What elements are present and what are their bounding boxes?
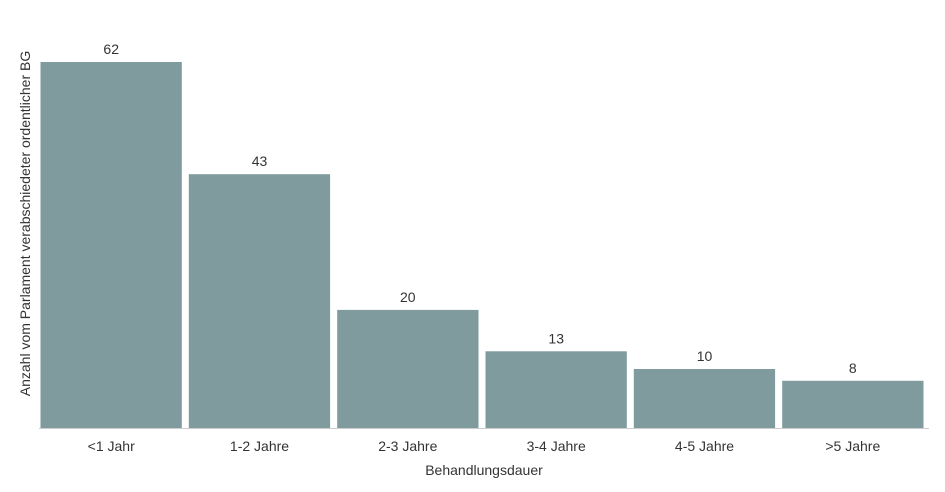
bar bbox=[40, 62, 182, 428]
bar bbox=[633, 369, 776, 428]
bar-value-label: 20 bbox=[400, 289, 416, 305]
bar bbox=[337, 309, 479, 428]
bar-value-label: 10 bbox=[697, 348, 713, 364]
bar bbox=[485, 351, 627, 428]
x-tick-label: >5 Jahre bbox=[825, 438, 880, 454]
bar bbox=[188, 174, 331, 428]
bar-value-label: 43 bbox=[252, 153, 268, 169]
bar-value-label: 13 bbox=[548, 330, 564, 346]
x-tick-label: <1 Jahr bbox=[88, 438, 135, 454]
bar bbox=[782, 380, 924, 428]
bar-labels-group: 62 43 20 13 10 8 bbox=[103, 41, 856, 376]
x-axis-title: Behandlungsdauer bbox=[425, 462, 543, 478]
x-tick-label: 2-3 Jahre bbox=[378, 438, 437, 454]
y-axis-title: Anzahl vom Parlament verabschiedeter ord… bbox=[17, 51, 33, 397]
bars-group bbox=[40, 62, 924, 428]
bar-value-label: 8 bbox=[849, 360, 857, 376]
bar-value-label: 62 bbox=[103, 41, 119, 57]
x-tick-labels-group: <1 Jahr 1-2 Jahre 2-3 Jahre 3-4 Jahre 4-5 Ja… bbox=[88, 438, 881, 454]
x-tick-label: 1-2 Jahre bbox=[230, 438, 289, 454]
x-tick-label: 3-4 Jahre bbox=[527, 438, 586, 454]
x-tick-label: 4-5 Jahre bbox=[675, 438, 734, 454]
